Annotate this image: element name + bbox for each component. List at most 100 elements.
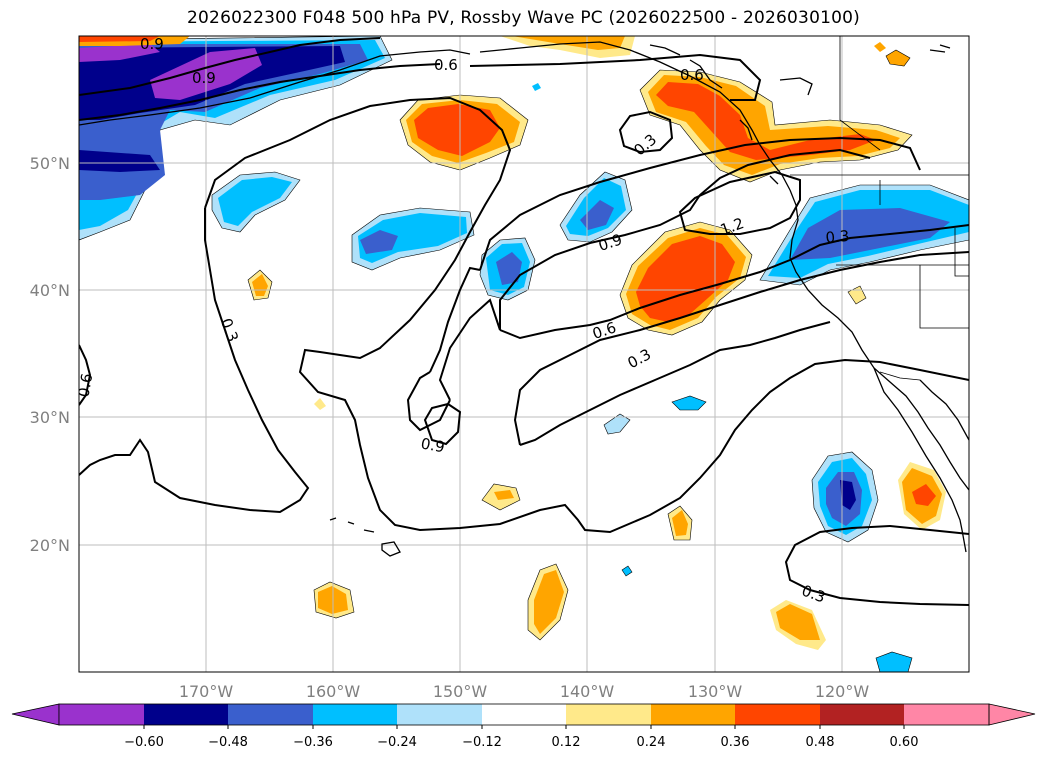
contour-label: 0.3 [825,227,850,247]
coast-west [789,189,969,491]
fill-small-pos-6-in [534,570,564,634]
fill-150w-red [414,104,500,156]
fill-small-pos-2 [314,398,326,410]
fill-oval-se-navy [840,480,856,510]
fill-coast-a-core [790,208,950,260]
fill-small-pos-3-in [494,490,514,500]
lon-label: 140°W [560,682,615,701]
lat-label: 30°N [30,408,70,427]
contour-label: 0.6 [680,66,704,84]
coast-canada-islands [649,44,779,185]
colorbar-bin [59,704,144,725]
contour-0.6-north [79,63,441,121]
plot-title: 2026022300 F048 500 hPa PV, Rossby Wave … [187,8,860,28]
contour-0.6-south [406,298,501,432]
fill-small-1 [671,395,707,411]
negative-anomaly-fills [79,36,969,672]
colorbar-bin [228,704,313,725]
fill-nw-purple-2 [79,44,160,62]
coast-alaska-south [479,41,791,191]
lon-label: 150°W [433,682,488,701]
fill-top-red [79,36,160,42]
pv-contours [79,37,969,606]
map-panel: 0.9 0.9 0.6 0.6 0.3 1.2 0.9 0.3 0.6 0.3 … [74,35,969,672]
contour-0.6-inner-arc [429,266,481,373]
colorbar-tick-label: 0.24 [637,735,666,750]
colorbar-bin [144,704,228,725]
fill-patch-a-in [218,177,292,226]
coast-mexico [919,379,969,441]
contour-label: 0.6 [74,372,96,399]
colorbar-bin [397,704,482,725]
contour-0.3-big [204,96,969,534]
colorbar-bin [566,704,651,725]
colorbar-tick-label: 0.48 [806,735,835,750]
contour-0.3-se-curve [784,524,969,606]
colorbar-extend-right [988,703,1036,726]
colorbar-bin [651,704,735,725]
colorbar-bin [313,704,397,725]
lon-label: 170°W [179,682,234,701]
colorbar-extend-left [11,703,60,726]
fill-nw-navy-2 [79,150,160,172]
contour-0.6-far-west [79,344,92,406]
colorbar-tick-label: 0.36 [721,735,750,750]
lon-label: 120°W [815,682,870,701]
colorbar: −0.60 −0.48 −0.36 −0.24 −0.12 0.12 0.24 … [11,703,1036,750]
coast-north-right [779,44,951,96]
positive-anomaly-fills [79,36,946,650]
fill-small-2 [603,413,631,435]
hawaii [329,517,401,557]
colorbar-bin [482,704,566,725]
fill-patch-b-core [360,230,398,254]
fill-small-3 [621,565,633,577]
colorbar-bin [820,704,904,725]
fill-small-5 [875,651,913,672]
colorbar-frame [58,703,990,726]
lon-label: 130°W [688,682,743,701]
fill-small-pos-8-core [912,484,936,506]
fill-tr-1 [885,49,911,67]
lon-labels: 170°W 160°W 150°W 140°W 130°W 120°W [179,682,870,701]
colorbar-ticks [143,725,905,729]
contour-0.9-main [499,148,871,330]
coast-baja [873,367,967,553]
contour-0.6-arc-top [469,53,762,101]
colorbar-bin [904,704,989,725]
contour-label: 0.9 [192,69,216,87]
fill-patch-c-core [496,252,522,285]
contour-0.6-lower [513,251,969,446]
lat-label: 40°N [30,281,70,300]
map-frame [78,35,970,673]
contour-0.3-small-ring [618,110,674,154]
colorbar-tick-label: −0.36 [293,735,333,750]
contour-0.3-westloop [79,208,310,514]
colorbar-bin [735,704,820,725]
contour-0.6-main [479,136,921,271]
contour-0.9-north [79,37,381,96]
colorbar-tick-label: 0.60 [890,735,919,750]
colorbar-tick-label: −0.24 [377,735,417,750]
fill-patch-d-core [580,200,614,230]
contour-label: 0.9 [140,35,164,53]
contour-label: 0.9 [419,434,446,456]
contour-1.2 [678,170,801,235]
contour-0.3-southeast [519,321,831,446]
fill-small-pos-4-in [672,510,688,536]
contour-0.9-inner [499,224,969,340]
coastlines [79,41,969,557]
contour-0.9-closed-small [423,402,462,446]
lon-label: 160°W [306,682,361,701]
fill-tr-2 [874,42,886,52]
contour-label: 0.6 [434,56,458,74]
lat-label: 50°N [30,154,70,173]
colorbar-tick-label: −0.12 [462,735,502,750]
lat-labels: 50°N 40°N 30°N 20°N [30,154,70,555]
colorbar-tick-label: 0.12 [552,735,581,750]
lat-label: 20°N [30,536,70,555]
fill-small-4 [532,83,541,91]
colorbar-tick-label: −0.48 [208,735,248,750]
coast-alaska-aleutians [79,49,471,126]
fill-pnw-red [656,82,876,160]
